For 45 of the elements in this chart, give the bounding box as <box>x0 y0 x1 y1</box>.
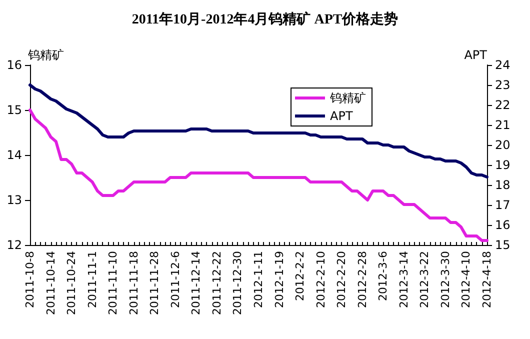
y2-tick-label: 23 <box>495 78 510 92</box>
x-tick-label: 2012-2-2 <box>294 251 307 301</box>
y2-tick-label: 18 <box>495 178 510 192</box>
y-tick-label: 15 <box>6 103 22 117</box>
x-tick-label: 2012-3-14 <box>397 251 410 308</box>
x-tick-label: 2011-11-10 <box>106 251 120 315</box>
x-tick-label: 2012-4-18 <box>480 251 494 308</box>
x-tick-label: 2011-10-14 <box>44 251 58 315</box>
x-tick-label: 2012-3-6 <box>376 251 390 301</box>
legend-label: APT <box>330 109 354 123</box>
x-tick-label: 2011-10-24 <box>65 251 78 315</box>
y2-tick-label: 22 <box>495 98 510 112</box>
x-tick-label: 2011-12-22 <box>210 251 224 315</box>
x-tick-label: 2011-11-18 <box>127 251 140 315</box>
x-tick-label: 2011-12-6 <box>168 251 182 308</box>
y2-tick-label: 19 <box>495 158 510 172</box>
y2-tick-label: 17 <box>495 198 510 212</box>
x-tick-label: 2011-12-14 <box>190 251 203 315</box>
x-tick-label: 2012-4-10 <box>460 251 473 308</box>
x-tick-label: 2011-11-1 <box>86 251 99 308</box>
x-tick-label: 2011-11-28 <box>148 251 162 315</box>
line-series <box>28 108 488 242</box>
y2-tick-label: 21 <box>495 118 510 132</box>
x-tick-label: 2012-1-19 <box>272 251 286 308</box>
y-tick-label: 13 <box>6 193 22 207</box>
legend-label: 钨精矿 <box>329 91 366 105</box>
y2-axis-title: APT <box>464 48 488 62</box>
y2-tick-label: 16 <box>495 218 510 232</box>
y2-tick-label: 24 <box>495 58 510 72</box>
y-tick-label: 16 <box>6 58 22 72</box>
x-tick-label: 2012-2-20 <box>335 251 348 308</box>
x-tick-label: 2012-1-11 <box>252 251 265 308</box>
x-tick-label: 2011-12-30 <box>231 251 244 315</box>
x-tick-label: 2011-10-8 <box>24 251 36 308</box>
y2-tick-label: 20 <box>495 138 510 152</box>
y-tick-label: 14 <box>6 148 22 162</box>
x-tick-label: 2012-2-10 <box>314 251 328 308</box>
x-tick-label: 2012-3-30 <box>438 251 452 308</box>
x-tick-label: 2012-2-28 <box>356 251 369 308</box>
line-series <box>28 84 488 178</box>
chart-title: 2011年10月-2012年4月钨精矿 APT价格走势 <box>132 10 398 28</box>
y-tick-label: 12 <box>6 238 22 252</box>
y2-tick-label: 15 <box>495 238 510 252</box>
x-tick-label: 2012-3-22 <box>418 251 432 308</box>
y-axis-title: 钨精矿 <box>27 48 64 62</box>
